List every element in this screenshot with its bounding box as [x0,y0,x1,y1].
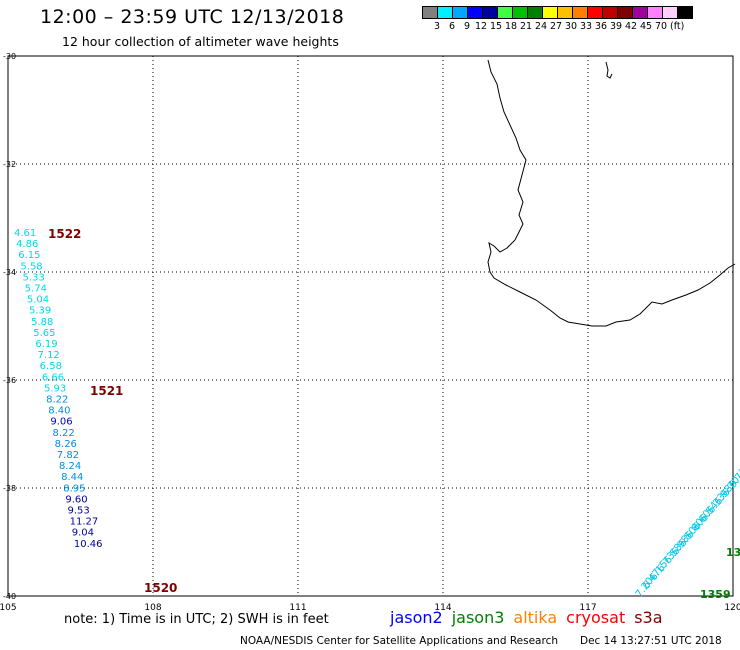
scale-label: (ft) [670,21,685,32]
track-value: 8.24 [59,461,81,472]
track-value: 5.39 [29,306,51,317]
legend-cryosat: cryosat [566,608,626,627]
lat-tick-label: -34 [3,268,16,277]
scale-label: 6 [449,21,456,32]
scale-swatch [677,6,693,19]
track-value: 5.74 [25,284,47,295]
track-value: 8.26 [55,439,77,450]
scale-label: 24 [535,21,548,32]
track-value: 8.22 [46,395,68,406]
scale-label: 70 [655,21,668,32]
lon-tick-label: 120 [724,603,740,613]
pass-label: 1359 [700,588,731,601]
island-outline [605,61,613,79]
generated-time: Dec 14 13:27:51 UTC 2018 [580,635,722,647]
track-value: 6.58 [40,361,62,372]
track-value: 8.95 [63,483,85,494]
lat-tick-label: -36 [3,376,16,385]
scale-label: 18 [505,21,518,32]
track-value: 8.44 [61,472,83,483]
lat-tick-label: -40 [3,592,16,601]
lon-tick-label: 111 [289,603,306,613]
track-value: 7.82 [57,450,79,461]
track-value: 9.53 [68,506,90,517]
pass-label: 1522 [48,227,81,241]
pass-label: 1521 [90,384,123,398]
lon-tick-label: 114 [434,603,451,613]
scale-label: 33 [580,21,593,32]
map-title: 12:00 – 23:59 UTC 12/13/2018 [40,6,345,28]
track-value: 9.04 [72,528,94,539]
lat-tick-label: -32 [3,160,16,169]
legend-jason2: jason2 [390,608,443,627]
scale-label: 27 [550,21,563,32]
credit-text: NOAA/NESDIS Center for Satellite Applica… [240,635,558,647]
pass-label: 1520 [144,581,177,595]
track-value: 7.12 [38,350,60,361]
track-value: 5.33 [23,272,45,283]
map-frame [7,55,734,597]
track-value: 4.61 [14,228,36,239]
track-value: 11.27 [70,517,99,528]
scale-label: 21 [520,21,533,32]
track-value: 5.93 [44,383,66,394]
legend-jason3: jason3 [451,608,505,627]
track-value: 8.22 [53,428,75,439]
track-value: 6.15 [18,250,40,261]
scale-label: 39 [610,21,623,32]
pass-label: 13 [726,546,740,559]
scale-label: 45 [640,21,653,32]
scale-label: 3 [434,21,441,32]
lon-tick-label: 108 [144,603,161,613]
scale-label: 36 [595,21,608,32]
scale-label: 15 [490,21,503,32]
legend-altika: altika [513,608,558,627]
note-text: note: 1) Time is in UTC; 2) SWH is in fe… [64,612,329,627]
track-value: 9.60 [65,494,87,505]
lat-tick-label: -30 [3,52,16,61]
track-value: 4.86 [16,239,38,250]
track-value: 5.88 [31,317,53,328]
color-scale [422,6,693,19]
track-value: 6.19 [35,339,57,350]
track-value: 5.65 [33,328,55,339]
track-value: 9.06 [50,417,72,428]
scale-label: 12 [475,21,488,32]
map-subtitle: 12 hour collection of altimeter wave hei… [62,34,339,49]
track-value: 5.04 [27,295,49,306]
scale-label: 9 [464,21,471,32]
legend-s3a: s3a [634,608,663,627]
satellite-legend: jason2 jason3 altika cryosat s3a [390,608,672,627]
coastline [487,59,736,327]
scale-label: 30 [565,21,578,32]
lon-tick-label: 105 [0,603,17,613]
lon-tick-label: 117 [579,603,596,613]
lat-tick-label: -38 [3,484,16,493]
scale-label: 42 [625,21,638,32]
track-value: 8.40 [48,406,70,417]
track-value: 10.46 [74,539,103,550]
track-value: 6.66 [42,372,64,383]
track-value: 5.58 [20,261,42,272]
